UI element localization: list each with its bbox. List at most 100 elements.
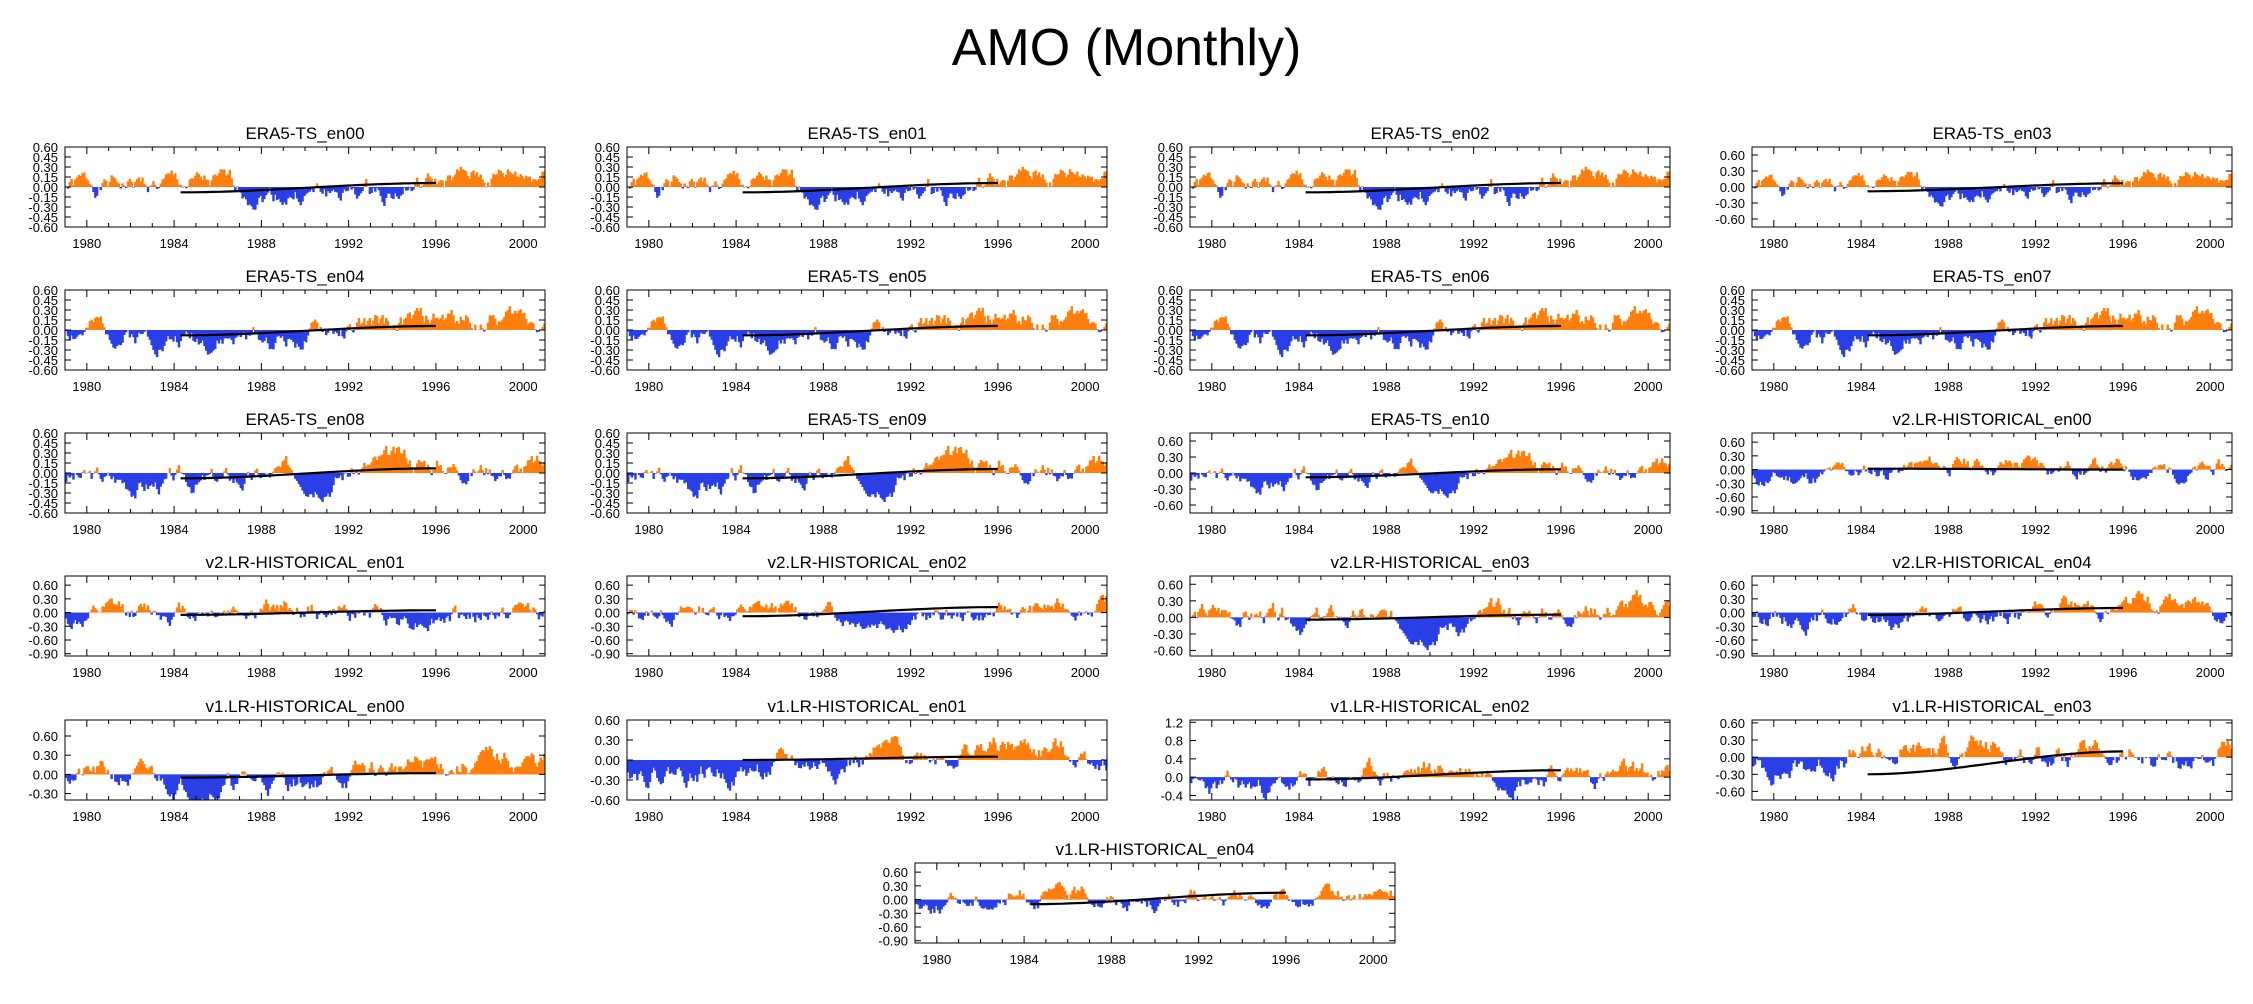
amo-bar — [2133, 469, 2137, 477]
amo-bar — [1555, 473, 1558, 475]
amo-bar — [1948, 330, 1951, 343]
amo-bar — [1879, 179, 1882, 187]
amo-bar — [1506, 457, 1509, 473]
amo-bar — [543, 323, 545, 330]
amo-bar — [415, 757, 419, 775]
trend-line — [180, 324, 436, 337]
amo-bar — [632, 178, 635, 187]
amo-bar — [952, 450, 955, 473]
amo-bar — [979, 184, 983, 187]
amo-bar — [797, 760, 801, 768]
amo-bar — [1077, 176, 1081, 187]
y-tick-label: 0.00 — [1158, 466, 1183, 481]
amo-bar — [641, 175, 644, 187]
amo-bar — [83, 330, 86, 332]
amo-bar — [708, 609, 712, 613]
amo-bar — [1284, 183, 1287, 187]
amo-bar — [1277, 181, 1280, 187]
amo-bar — [1522, 187, 1526, 199]
amo-bar — [1966, 612, 1969, 622]
amo-bar — [1085, 312, 1088, 330]
amo-bar — [1311, 473, 1315, 485]
amo-bar — [441, 612, 444, 620]
amo-bar — [712, 760, 715, 777]
amo-bar — [716, 473, 719, 483]
amo-bar — [654, 321, 657, 330]
amo-bar — [2095, 612, 2099, 615]
amo-bar — [1317, 614, 1320, 618]
amo-bar — [927, 178, 930, 187]
amo-bar — [1646, 313, 1649, 330]
amo-bar — [192, 774, 195, 800]
y-tick-label: 0.45 — [1720, 293, 1745, 308]
amo-bar — [2108, 185, 2111, 187]
amo-bar — [488, 186, 492, 187]
amo-bar — [161, 473, 164, 484]
amo-bar — [739, 184, 743, 187]
amo-bar — [277, 772, 281, 775]
amo-bar — [765, 604, 768, 613]
amo-bar — [736, 473, 739, 475]
amo-bar — [1206, 173, 1209, 187]
amo-bar — [1430, 617, 1433, 645]
amo-bar — [1099, 595, 1103, 613]
amo-bar — [899, 612, 903, 630]
amo-bar — [1772, 179, 1775, 187]
amo-bar — [281, 461, 284, 473]
amo-bar — [1759, 185, 1762, 187]
amo-bar — [897, 612, 901, 626]
amo-bar — [2153, 177, 2157, 187]
amo-bar — [1085, 178, 1088, 187]
amo-bar — [2210, 312, 2213, 330]
amo-bar — [1453, 187, 1457, 194]
amo-bar — [1477, 187, 1480, 189]
amo-bar — [1586, 319, 1589, 330]
amo-bar — [685, 607, 688, 613]
amo-bar — [1052, 315, 1055, 330]
amo-bar — [1056, 318, 1059, 330]
amo-bar — [483, 612, 486, 616]
x-tick-label: 1988 — [247, 236, 276, 251]
x-tick-label: 1992 — [896, 665, 925, 680]
y-tick-label: -0.15 — [28, 190, 58, 205]
amo-bar — [528, 322, 532, 330]
amo-bar — [1959, 330, 1962, 350]
amo-bar — [945, 609, 948, 613]
amo-bar — [848, 187, 852, 199]
amo-bar — [1653, 176, 1657, 187]
amo-bar — [1768, 612, 1771, 620]
amo-bar — [988, 319, 992, 330]
panel-ERA5-TS_en02: ERA5-TS_en020.600.450.300.150.00-0.15-0.… — [1153, 124, 1671, 251]
amo-bar — [2015, 462, 2019, 470]
amo-bar — [501, 172, 504, 187]
amo-bar — [1377, 187, 1380, 210]
amo-bar — [1420, 330, 1424, 344]
amo-bar — [679, 473, 683, 480]
panel-title: v2.LR-HISTORICAL_en00 — [1892, 410, 2091, 429]
amo-bar — [1021, 316, 1024, 330]
amo-bar — [1402, 187, 1406, 199]
amo-bar — [1564, 179, 1567, 187]
amo-bar — [1979, 330, 1982, 342]
y-tick-label: 0.45 — [595, 436, 620, 451]
amo-bar — [1037, 606, 1041, 613]
amo-bar — [270, 187, 273, 195]
amo-bar — [1379, 470, 1382, 473]
amo-bar — [1337, 473, 1340, 477]
amo-bar — [1063, 172, 1066, 187]
amo-bar — [2121, 466, 2124, 470]
amo-bar — [816, 760, 819, 770]
amo-bar — [1604, 466, 1607, 473]
amo-bar — [845, 460, 848, 473]
amo-bar — [1351, 174, 1355, 187]
amo-bar — [241, 187, 244, 199]
amo-bar — [106, 330, 110, 335]
amo-bar — [285, 330, 288, 347]
amo-bar — [976, 745, 979, 760]
amo-bar — [172, 473, 175, 481]
amo-bar — [263, 330, 266, 342]
y-tick-label: -0.60 — [28, 363, 58, 378]
amo-bar — [1962, 458, 1966, 470]
y-tick-label: 0.00 — [1158, 180, 1183, 195]
amo-bar — [1855, 330, 1859, 340]
